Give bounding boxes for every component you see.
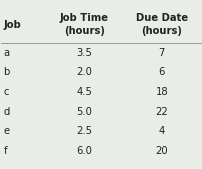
Text: 22: 22 [155, 107, 168, 117]
Text: 5.0: 5.0 [76, 107, 92, 117]
Text: 6: 6 [159, 67, 165, 77]
Text: 4.5: 4.5 [76, 87, 92, 97]
Text: 3.5: 3.5 [76, 48, 92, 58]
Text: Job Time
(hours): Job Time (hours) [60, 14, 108, 36]
Text: b: b [3, 67, 10, 77]
Text: a: a [3, 48, 9, 58]
Text: 20: 20 [156, 146, 168, 156]
Text: 7: 7 [159, 48, 165, 58]
Text: d: d [3, 107, 10, 117]
Text: 4: 4 [159, 126, 165, 136]
Text: Job: Job [3, 20, 21, 30]
Text: e: e [3, 126, 9, 136]
Text: 6.0: 6.0 [76, 146, 92, 156]
Text: c: c [3, 87, 9, 97]
Text: Due Date
(hours): Due Date (hours) [136, 14, 188, 36]
Text: f: f [3, 146, 7, 156]
Text: 2.5: 2.5 [76, 126, 92, 136]
Text: 2.0: 2.0 [76, 67, 92, 77]
Text: 18: 18 [156, 87, 168, 97]
